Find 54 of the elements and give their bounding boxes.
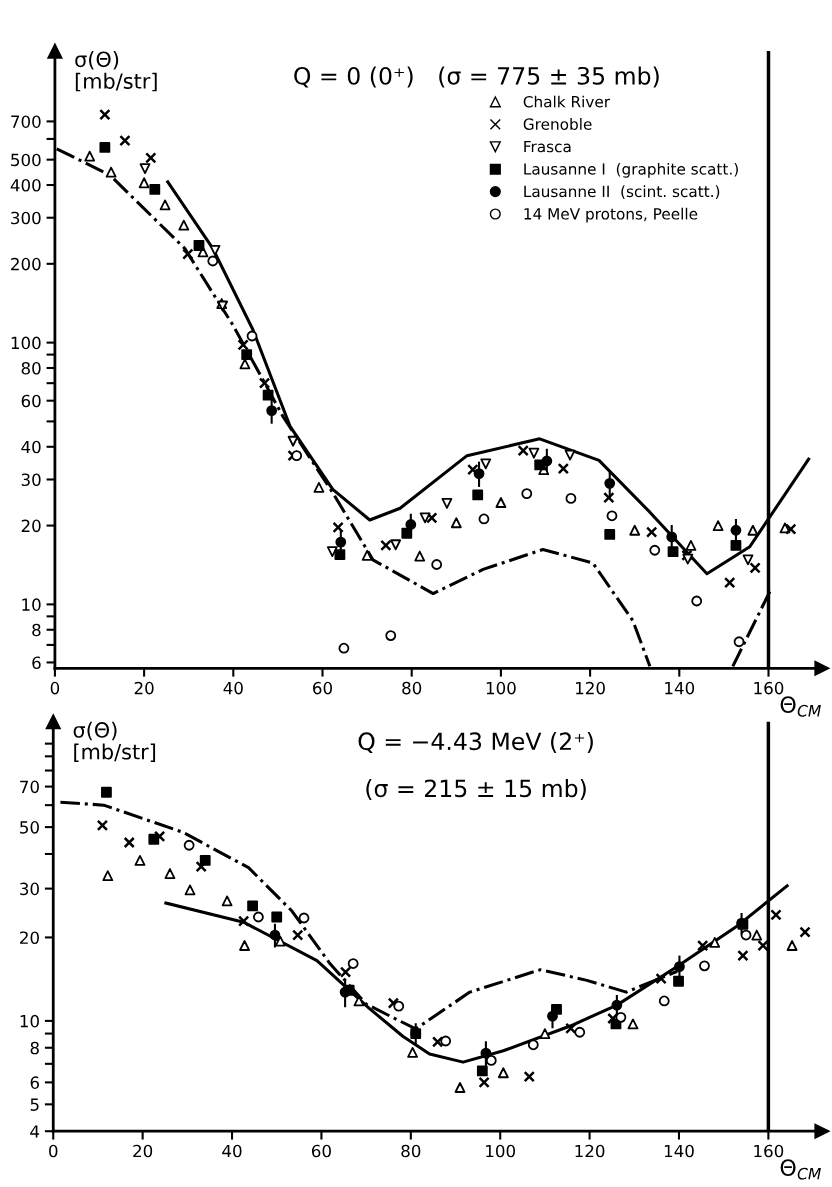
x-tick-label: 120 <box>576 681 605 695</box>
x-tick-label: 60 <box>311 1144 331 1158</box>
y-tick-label: 400 <box>10 178 41 192</box>
y-tick-label: 60 <box>21 394 41 408</box>
legend-label: Lausanne II (scint. scatt.) <box>524 185 720 199</box>
y-tick-label: 500 <box>11 153 41 167</box>
x-tick-label: 100 <box>486 1144 516 1158</box>
y-tick-label: 8 <box>32 623 41 637</box>
x-tick-label: 100 <box>486 681 516 695</box>
y-tick-label: 5 <box>30 1098 39 1111</box>
y-tick-label: 30 <box>20 882 39 896</box>
y-tick-label: 20 <box>20 931 39 944</box>
legend-label: Frasca <box>524 140 571 153</box>
legend-label: Chalk River <box>523 95 611 108</box>
y-tick-label: 70 <box>20 780 39 794</box>
y-tick-label: 4 <box>30 1125 40 1138</box>
y-tick-label: 10 <box>20 1014 39 1028</box>
y-axis-title: σ(Θ) [mb/str] <box>75 51 157 92</box>
x-tick-label: 40 <box>223 681 243 695</box>
y-tick-label: 30 <box>21 473 41 487</box>
y-tick-label: 10 <box>22 598 41 611</box>
y-tick-label: 50 <box>20 821 39 834</box>
legend-label: 14 MeV protons, Peelle <box>524 207 698 223</box>
y-tick-label: 20 <box>21 519 41 533</box>
x-tick-label: 160 <box>754 1144 784 1158</box>
x-tick-label: 20 <box>133 1144 153 1158</box>
x-tick-label: 40 <box>222 1144 242 1158</box>
y-tick-label: 700 <box>11 115 41 128</box>
y-axis-title: σ(Θ) [mb/str] <box>73 721 156 763</box>
chart-title: Q = −4.43 MeV (2⁺) <box>358 731 593 753</box>
x-axis-title: Θ$_{CM}$ <box>780 696 821 717</box>
legend-label: Lausanne I (graphite scatt.) <box>524 162 738 178</box>
y-tick-label: 6 <box>32 656 41 670</box>
y-tick-label: 80 <box>21 361 41 375</box>
x-tick-label: 20 <box>134 681 154 695</box>
text: (σ = 215 ± 15 mb) <box>366 779 586 801</box>
x-tick-label: 60 <box>313 681 332 695</box>
y-tick-label: 300 <box>11 211 41 225</box>
y-tick-label: 6 <box>30 1076 39 1089</box>
y-tick-label: 100 <box>11 336 41 350</box>
x-tick-label: 80 <box>401 1144 421 1158</box>
x-tick-label: 140 <box>665 681 695 695</box>
text: Q = 0 (0⁺) (σ = 775 ± 35 mb) <box>294 66 659 88</box>
y-tick-label: 200 <box>11 257 41 271</box>
y-tick-label: 40 <box>21 440 41 454</box>
y-tick-label: 8 <box>30 1041 39 1055</box>
x-tick-label: 140 <box>664 1144 694 1158</box>
legend-label: Grenoble <box>523 118 592 130</box>
x-tick-label: 120 <box>575 1144 605 1158</box>
x-axis-title: Θ$_{CM}$ <box>780 1159 821 1180</box>
x-tick-label: 0 <box>50 681 60 695</box>
x-tick-label: 0 <box>49 1144 58 1158</box>
x-tick-label: 160 <box>754 681 784 695</box>
x-tick-label: 80 <box>402 681 422 695</box>
